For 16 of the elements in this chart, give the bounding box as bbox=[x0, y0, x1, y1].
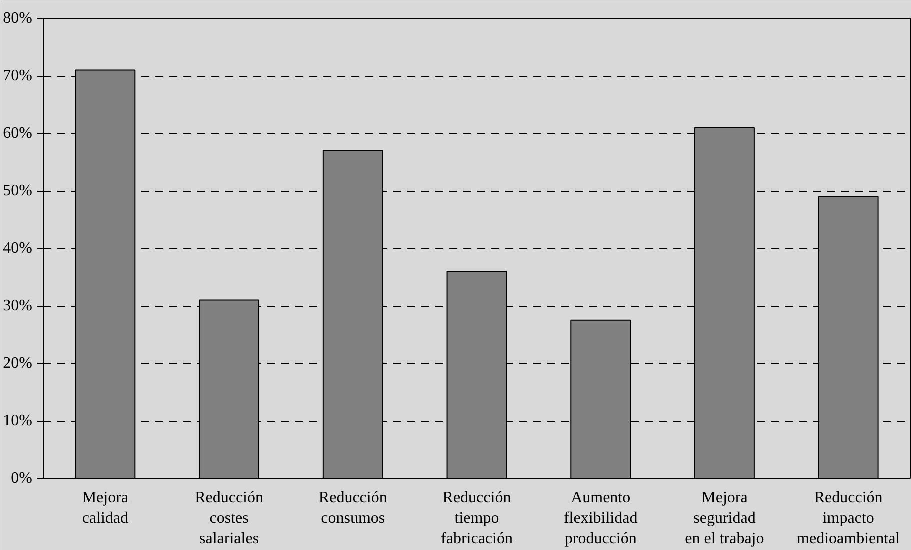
y-tick-label: 40% bbox=[3, 240, 32, 257]
x-tick-label: Reducción tiempo fabricación bbox=[441, 490, 513, 548]
x-tick-label: Aumento flexibilidad producción bbox=[564, 490, 638, 548]
y-tick-label: 10% bbox=[3, 412, 32, 430]
x-tick-label: Reducción costes salariales bbox=[195, 490, 264, 548]
x-tick-label: Reducción impacto medioambiental bbox=[797, 490, 901, 548]
y-tick-label: 60% bbox=[3, 125, 32, 142]
y-tick-label: 0% bbox=[11, 470, 32, 487]
y-tick-label: 70% bbox=[3, 68, 32, 84]
x-tick-label: Mejora seguridad en el trabajo bbox=[685, 490, 764, 548]
y-tick-label: 80% bbox=[3, 10, 32, 27]
y-tick-label: 20% bbox=[3, 355, 32, 372]
x-tick-label: Mejora calidad bbox=[82, 490, 129, 527]
y-tick-label: 50% bbox=[3, 182, 32, 200]
x-tick-label: Reducción consumos bbox=[318, 490, 388, 527]
y-tick-label: 30% bbox=[3, 298, 32, 314]
